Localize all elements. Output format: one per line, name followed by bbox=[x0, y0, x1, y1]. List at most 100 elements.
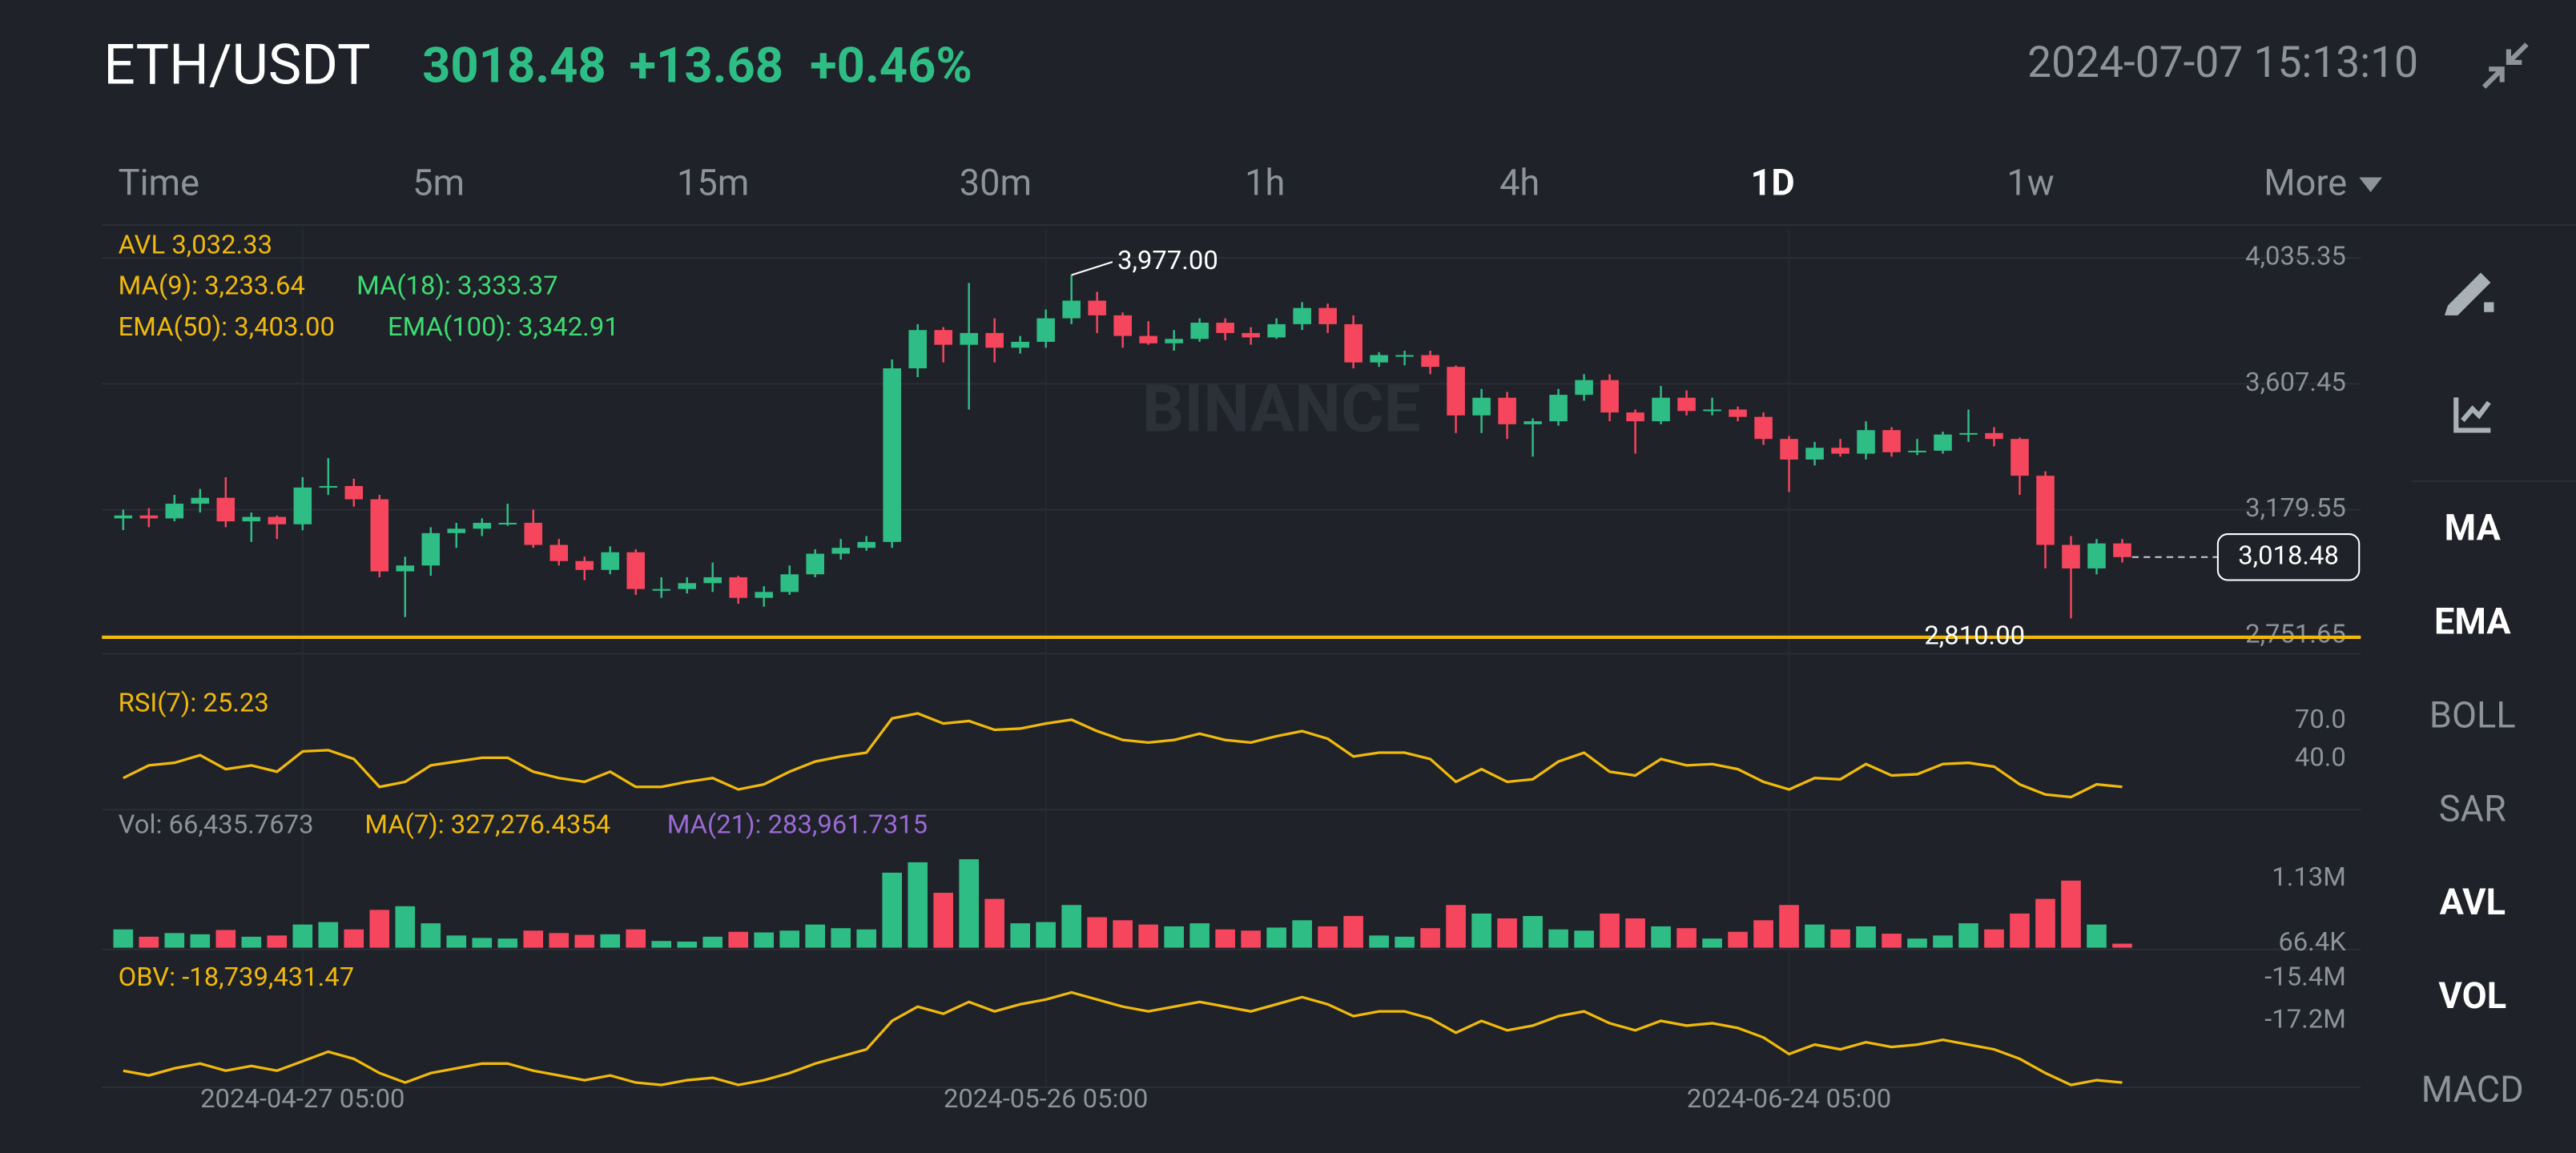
candle-body bbox=[549, 544, 569, 561]
candle-body bbox=[1882, 430, 1901, 452]
volume-bar bbox=[933, 893, 954, 948]
change: +13.68 bbox=[630, 37, 784, 94]
candle-body bbox=[498, 522, 517, 525]
tab[interactable]: 15m bbox=[677, 163, 749, 205]
y-tick-label: 3,607.45 bbox=[2245, 368, 2346, 398]
volume-bar bbox=[1523, 915, 1543, 948]
last-price-box bbox=[2216, 533, 2361, 581]
tab[interactable]: More bbox=[2264, 163, 2347, 205]
volume-bar bbox=[754, 932, 775, 948]
volume-bar bbox=[2061, 880, 2081, 948]
volume-bar bbox=[856, 929, 877, 948]
tab[interactable]: 5m bbox=[413, 163, 465, 205]
side-menu-item[interactable]: MA bbox=[2445, 507, 2502, 549]
high-label: 3,977.00 bbox=[1117, 246, 1218, 276]
candle-body bbox=[883, 368, 901, 542]
candle-body bbox=[473, 522, 492, 529]
candle-body bbox=[1549, 395, 1568, 422]
tab[interactable]: Time bbox=[119, 163, 199, 205]
volume-bar bbox=[497, 938, 518, 948]
candle-body bbox=[114, 515, 133, 519]
volume-bar bbox=[600, 934, 621, 948]
volume-bar bbox=[1933, 935, 1953, 948]
side-menu-item[interactable]: SAR bbox=[2439, 788, 2506, 830]
indicator-line bbox=[123, 712, 2123, 799]
volume-bar bbox=[395, 906, 416, 948]
watermark: BINANCE bbox=[1142, 372, 1421, 448]
volume-bar bbox=[1010, 923, 1030, 948]
volume-bar bbox=[1702, 938, 1722, 948]
candle-body bbox=[2113, 543, 2131, 557]
volume-bar bbox=[1625, 918, 1645, 948]
candle-body bbox=[985, 332, 1004, 348]
tab[interactable]: 1w bbox=[2006, 163, 2054, 205]
indicator-icon[interactable] bbox=[2453, 397, 2491, 433]
volume-bar bbox=[1984, 929, 2004, 948]
tab[interactable]: 1D bbox=[1750, 163, 1794, 205]
candle-body bbox=[1421, 355, 1439, 368]
tab[interactable]: 30m bbox=[960, 163, 1032, 205]
candle-body bbox=[652, 589, 671, 591]
volume-bar bbox=[1779, 905, 1799, 948]
volume-bar bbox=[1241, 930, 1261, 948]
volume-bar bbox=[1574, 930, 1594, 948]
candle-body bbox=[191, 497, 210, 504]
volume-bar bbox=[1189, 923, 1210, 948]
volume-bar bbox=[1548, 929, 1568, 948]
candle-body bbox=[1831, 448, 1849, 454]
volume-bar bbox=[2010, 913, 2030, 948]
side-menu-item[interactable]: AVL bbox=[2440, 882, 2506, 924]
side-menu-item[interactable]: BOLL bbox=[2429, 694, 2516, 737]
volume-bar bbox=[908, 862, 928, 948]
volume-bar bbox=[113, 929, 134, 948]
candle-body bbox=[242, 516, 261, 522]
volume-bar bbox=[1676, 928, 1697, 948]
candle-body bbox=[1754, 416, 1773, 440]
more-arrow[interactable] bbox=[2359, 177, 2382, 192]
y-tick-label: -17.2M bbox=[2264, 1005, 2346, 1035]
last-price-label: 3,018.48 bbox=[2238, 540, 2339, 571]
datetime: 2024-07-07 15:13:10 bbox=[2027, 38, 2418, 88]
candle-body bbox=[703, 576, 722, 584]
candle-body bbox=[934, 330, 952, 345]
side-menu-item[interactable]: MACD bbox=[2421, 1069, 2524, 1111]
volume-bar bbox=[1343, 915, 1363, 948]
candle-body bbox=[1395, 355, 1414, 357]
side-menu-item[interactable]: VOL bbox=[2438, 975, 2506, 1018]
candle-body bbox=[1344, 323, 1362, 363]
volume-bar bbox=[574, 934, 595, 948]
volume-bar bbox=[882, 872, 903, 948]
volume-bar bbox=[2035, 898, 2055, 948]
candle-body bbox=[1062, 300, 1081, 319]
volume-bar bbox=[139, 936, 159, 948]
y-tick-label: 1.13M bbox=[2272, 862, 2346, 893]
legend-item: EMA(100): 3,342.91 bbox=[388, 312, 619, 343]
change-pct: +0.46% bbox=[810, 37, 972, 94]
candle-body bbox=[1216, 323, 1234, 333]
side-menu-item[interactable]: EMA bbox=[2434, 601, 2511, 643]
candle-body bbox=[908, 330, 927, 369]
candle-body bbox=[1959, 432, 1978, 435]
draw-icon[interactable] bbox=[2444, 272, 2494, 315]
volume-bar bbox=[241, 936, 262, 948]
tab[interactable]: 1h bbox=[1245, 163, 1285, 205]
candle-body bbox=[1190, 323, 1209, 339]
indicator-label: RSI(7): 25.23 bbox=[119, 689, 269, 719]
collapse-icon[interactable] bbox=[2481, 42, 2529, 89]
volume-bar bbox=[164, 933, 185, 948]
volume-bar bbox=[344, 929, 364, 948]
candle-body bbox=[1652, 397, 1670, 422]
candle-body bbox=[2036, 476, 2055, 545]
volume-bar bbox=[1164, 926, 1184, 948]
tab[interactable]: 4h bbox=[1499, 163, 1540, 205]
candle-body bbox=[678, 583, 697, 589]
candle-body bbox=[1036, 318, 1055, 342]
volume-bar bbox=[1061, 905, 1081, 948]
volume-bar bbox=[1292, 920, 1312, 948]
candle-body bbox=[1857, 430, 1875, 454]
pair: ETH/USDT bbox=[103, 33, 370, 98]
y-tick-label: 2,751.65 bbox=[2245, 620, 2346, 650]
candle-body bbox=[601, 552, 620, 570]
candle-body bbox=[1447, 367, 1465, 416]
